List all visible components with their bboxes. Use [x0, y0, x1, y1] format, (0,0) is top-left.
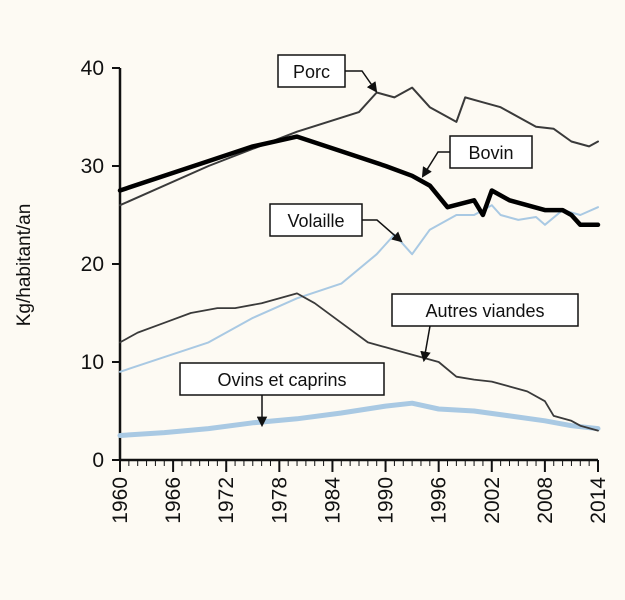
label-arrow-bovin [421, 151, 450, 178]
label-box-porc [277, 54, 346, 88]
label-arrow-volaille [362, 219, 403, 243]
axes: 0 10 20 30 40 1960 1966 1972 1978 1984 1990 1996 200… [81, 57, 610, 524]
y-tick-label: 10 [81, 351, 104, 374]
series-label-bovin: Bovin [468, 143, 513, 163]
x-tick-label: 1960 [109, 477, 132, 524]
label-box-autres [391, 293, 579, 327]
y-tick-label: 20 [81, 253, 104, 276]
series-lines [117, 86, 601, 438]
x-tick-label: 1996 [428, 477, 451, 524]
x-tick-label: 2002 [481, 477, 504, 524]
x-tick-label: 2014 [587, 477, 610, 524]
series-line-porc [119, 86, 599, 207]
series-label-porc: Porc [293, 62, 330, 82]
x-tick-label: 1972 [215, 477, 238, 524]
series-label-ovins: Ovins et caprins [217, 370, 346, 390]
y-tick-label: 30 [81, 155, 104, 178]
label-arrow-porc [345, 70, 378, 93]
series-line-volaille [119, 204, 599, 373]
y-axis-label: Kg/habitant/an [14, 204, 35, 327]
label-arrow-autres [420, 325, 431, 363]
x-tick-label: 1966 [162, 477, 185, 524]
y-tick-label: 40 [81, 57, 104, 80]
series-annotations: Porc Bovin Volaille Autres viandes Ovins et … [179, 54, 579, 428]
series-line-autres [119, 292, 599, 432]
x-tick-label: 2008 [534, 477, 557, 524]
x-tick-label: 1984 [321, 477, 344, 524]
series-line-bovin [117, 134, 601, 228]
x-tick-label: 1990 [375, 477, 398, 524]
series-label-volaille: Volaille [287, 211, 344, 231]
series-label-autres: Autres viandes [425, 301, 544, 321]
series-line-ovins [117, 400, 601, 438]
x-tick-label: 1978 [268, 477, 291, 524]
y-tick-label: 0 [92, 449, 104, 472]
label-box-ovins [179, 362, 385, 396]
